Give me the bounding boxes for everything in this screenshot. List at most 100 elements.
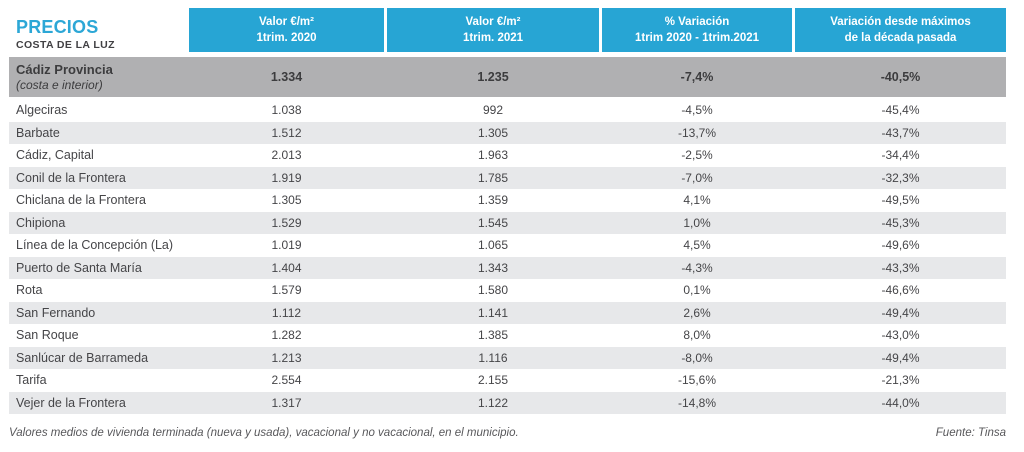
value-variation-from-max: -46,6% [881, 283, 920, 298]
value-variation: 4,1% [683, 193, 711, 208]
municipality-name: Chipiona [16, 215, 66, 230]
value-variation: -7,0% [681, 170, 713, 185]
value-variation: -14,8% [677, 395, 717, 410]
value-variation: -2,5% [681, 148, 713, 163]
municipality-name: Chiclana de la Frontera [16, 193, 146, 208]
value-2020: 1.512 [271, 125, 302, 140]
source-credit: Fuente: Tinsa [935, 427, 1006, 439]
value-variation: -15,6% [677, 373, 717, 388]
column-header-line: 1trim. 2021 [462, 32, 524, 44]
table-row: Puerto de Santa María 1.404 1.343 -4,3% … [9, 256, 1006, 279]
table-row: Algeciras 1.038 992 -4,5% -45,4% [9, 99, 1006, 122]
value-variation-from-max: -49,4% [881, 305, 920, 320]
table-body: Algeciras 1.038 992 -4,5% -45,4% Barbate… [9, 99, 1006, 414]
column-header-line: de la década pasada [844, 32, 957, 44]
value-variation-from-max: -43,3% [881, 260, 920, 275]
municipality-name: Puerto de Santa María [16, 260, 142, 275]
municipality-name: Línea de la Concepción (La) [16, 238, 174, 253]
value-variation-from-max: -32,3% [881, 170, 920, 185]
value-variation-from-max: -49,5% [881, 193, 920, 208]
municipality-name: Tarifa [16, 373, 47, 388]
value-2020: 1.404 [271, 260, 302, 275]
value-variation-from-max: -34,4% [881, 148, 920, 163]
column-header-line: % Variación [664, 15, 730, 28]
value-2020: 1.579 [271, 283, 302, 298]
page-title: PRECIOS [16, 17, 99, 37]
summary-value-2020: 1.334 [270, 70, 303, 84]
summary-value-2021: 1.235 [477, 70, 509, 84]
column-header-line: Variación desde máximos [830, 15, 971, 28]
municipality-name: Sanlúcar de Barrameda [16, 350, 149, 365]
value-2020: 2.554 [271, 373, 302, 388]
value-variation-from-max: -49,6% [881, 238, 920, 253]
municipality-name: Algeciras [16, 103, 68, 118]
value-2021: 1.385 [477, 328, 509, 343]
value-2021: 2.155 [477, 373, 509, 388]
table-row: Cádiz, Capital 2.013 1.963 -2,5% -34,4% [9, 144, 1006, 167]
table-row: Rota 1.579 1.580 0,1% -46,6% [9, 279, 1006, 302]
table-title-block: PRECIOS COSTA DE LA LUZ [9, 8, 186, 52]
value-variation-from-max: -49,4% [881, 350, 920, 365]
value-variation: 4,5% [683, 238, 711, 253]
column-header-line: Valor €/m² [259, 15, 314, 28]
column-header-valor-2020: Valor €/m² 1trim. 2020 [189, 8, 384, 52]
table-row: San Roque 1.282 1.385 8,0% -43,0% [9, 324, 1006, 347]
column-header-line: 1trim. 2020 [256, 32, 317, 44]
summary-row-name: Cádiz Provincia (costa e interior) [9, 62, 186, 93]
table-row: San Fernando 1.112 1.141 2,6% -49,4% [9, 301, 1006, 324]
value-variation-from-max: -45,4% [881, 103, 920, 118]
value-2020: 1.213 [271, 350, 302, 365]
page-subtitle: COSTA DE LA LUZ [16, 39, 115, 51]
column-header-variacion: % Variación 1trim 2020 - 1trim.2021 [602, 8, 792, 52]
value-2021: 1.122 [477, 395, 509, 410]
column-header-variacion-maximos: Variación desde máximos de la década pas… [795, 8, 1006, 52]
summary-name-main: Cádiz Provincia [16, 61, 113, 77]
value-2020: 1.112 [271, 305, 302, 320]
value-variation: 8,0% [683, 328, 711, 343]
municipality-name: Rota [16, 283, 43, 298]
municipality-name: Vejer de la Frontera [16, 395, 126, 410]
value-2021: 1.359 [477, 193, 509, 208]
value-2020: 1.305 [271, 193, 302, 208]
value-2021: 1.545 [477, 215, 509, 230]
table-row: Chipiona 1.529 1.545 1,0% -45,3% [9, 211, 1006, 234]
value-variation-from-max: -45,3% [881, 215, 920, 230]
value-2021: 1.141 [477, 305, 509, 320]
column-header-line: Valor €/m² [465, 15, 521, 28]
value-variation-from-max: -21,3% [881, 373, 920, 388]
municipality-name: San Fernando [16, 305, 96, 320]
municipality-name: Conil de la Frontera [16, 170, 126, 185]
value-variation-from-max: -44,0% [881, 395, 920, 410]
value-2020: 1.529 [271, 215, 302, 230]
value-2021: 1.785 [477, 170, 509, 185]
table-row: Chiclana de la Frontera 1.305 1.359 4,1%… [9, 189, 1006, 212]
value-2021: 1.963 [477, 148, 509, 163]
table-row: Conil de la Frontera 1.919 1.785 -7,0% -… [9, 166, 1006, 189]
table-footer: Valores medios de vivienda terminada (nu… [9, 427, 1006, 439]
footnote: Valores medios de vivienda terminada (nu… [9, 427, 519, 439]
table-row: Barbate 1.512 1.305 -13,7% -43,7% [9, 121, 1006, 144]
value-variation: 0,1% [683, 283, 711, 298]
value-variation: 2,6% [683, 305, 711, 320]
table-header-row: PRECIOS COSTA DE LA LUZ Valor €/m² 1trim… [9, 8, 1006, 52]
table-row: Vejer de la Frontera 1.317 1.122 -14,8% … [9, 391, 1006, 414]
value-2020: 2.013 [271, 148, 302, 163]
value-variation: -4,3% [681, 260, 713, 275]
value-2021: 992 [482, 103, 504, 118]
column-header-valor-2021: Valor €/m² 1trim. 2021 [387, 8, 599, 52]
value-variation: 1,0% [683, 215, 711, 230]
municipality-name: Barbate [16, 125, 60, 140]
value-variation-from-max: -43,0% [881, 328, 920, 343]
summary-variation: -7,4% [680, 70, 714, 84]
value-variation: -13,7% [677, 125, 717, 140]
value-2021: 1.305 [477, 125, 509, 140]
municipality-name: Cádiz, Capital [16, 148, 94, 163]
value-2021: 1.065 [477, 238, 509, 253]
table-row: Tarifa 2.554 2.155 -15,6% -21,3% [9, 369, 1006, 392]
value-variation: -4,5% [681, 103, 713, 118]
value-2021: 1.343 [477, 260, 509, 275]
value-2020: 1.919 [271, 170, 302, 185]
municipality-name: San Roque [16, 328, 79, 343]
summary-variation-from-max: -40,5% [880, 70, 921, 84]
